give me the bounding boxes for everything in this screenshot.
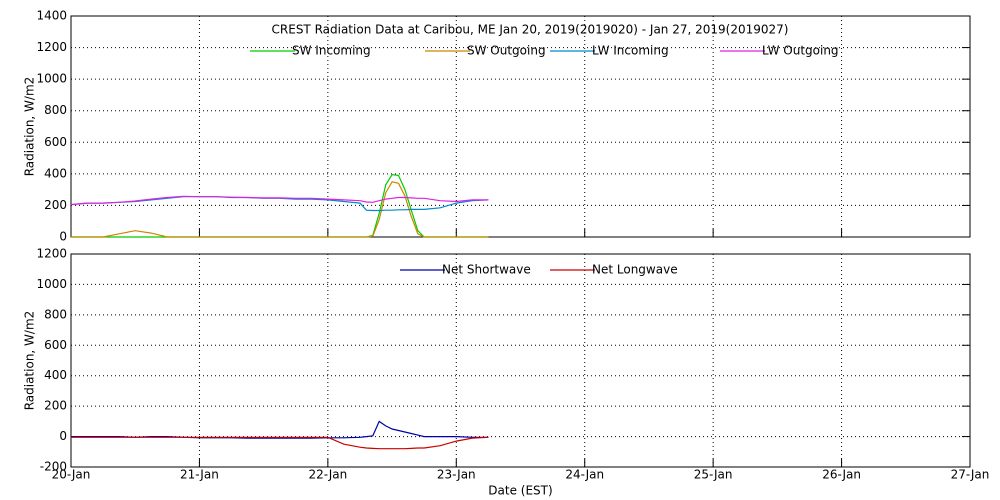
legend-label: SW Outgoing <box>467 44 546 58</box>
y-tick-label: 0 <box>59 230 67 244</box>
x-tick-label: 20-Jan <box>52 468 91 482</box>
x-tick-label: 23-Jan <box>437 468 476 482</box>
data-line <box>71 181 489 238</box>
y-tick-label: 800 <box>44 103 67 117</box>
y-tick-label: 1200 <box>36 247 67 261</box>
x-tick-label: 21-Jan <box>180 468 219 482</box>
y-tick-label: 1000 <box>36 72 67 86</box>
x-tick-label: 26-Jan <box>822 468 861 482</box>
legend-label: LW Incoming <box>592 44 669 58</box>
x-axis-label: Date (EST) <box>488 484 552 498</box>
y-axis-label: Radiation, W/m2 <box>23 77 37 177</box>
y-tick-label: 1400 <box>36 9 67 23</box>
y-tick-label: 400 <box>44 166 67 180</box>
x-tick-label: 24-Jan <box>565 468 604 482</box>
y-tick-label: 1000 <box>36 277 67 291</box>
x-tick-label: 25-Jan <box>694 468 733 482</box>
data-line <box>70 195 489 206</box>
y-tick-label: 1200 <box>36 40 67 54</box>
plot-frame <box>70 253 971 468</box>
y-tick-label: 400 <box>44 368 67 382</box>
data-line <box>71 420 489 439</box>
legend-label: Net Shortwave <box>442 263 531 277</box>
chart-title: CREST Radiation Data at Caribou, ME Jan … <box>272 23 789 37</box>
x-tick-label: 22-Jan <box>308 468 347 482</box>
data-line <box>71 436 489 450</box>
legend-label: LW Outgoing <box>762 44 839 58</box>
data-line <box>70 196 489 212</box>
x-tick-label: 27-Jan <box>951 468 990 482</box>
plot-frame <box>70 15 971 238</box>
y-tick-label: 600 <box>44 338 67 352</box>
legend-label: SW Incoming <box>292 44 371 58</box>
y-tick-label: 200 <box>44 198 67 212</box>
y-axis-label: Radiation, W/m2 <box>23 311 37 411</box>
y-tick-label: -200 <box>40 460 67 474</box>
y-tick-label: 200 <box>44 399 67 413</box>
y-tick-label: 600 <box>44 135 67 149</box>
y-tick-label: 0 <box>59 429 67 443</box>
y-tick-label: 800 <box>44 307 67 321</box>
legend-label: Net Longwave <box>592 263 678 277</box>
